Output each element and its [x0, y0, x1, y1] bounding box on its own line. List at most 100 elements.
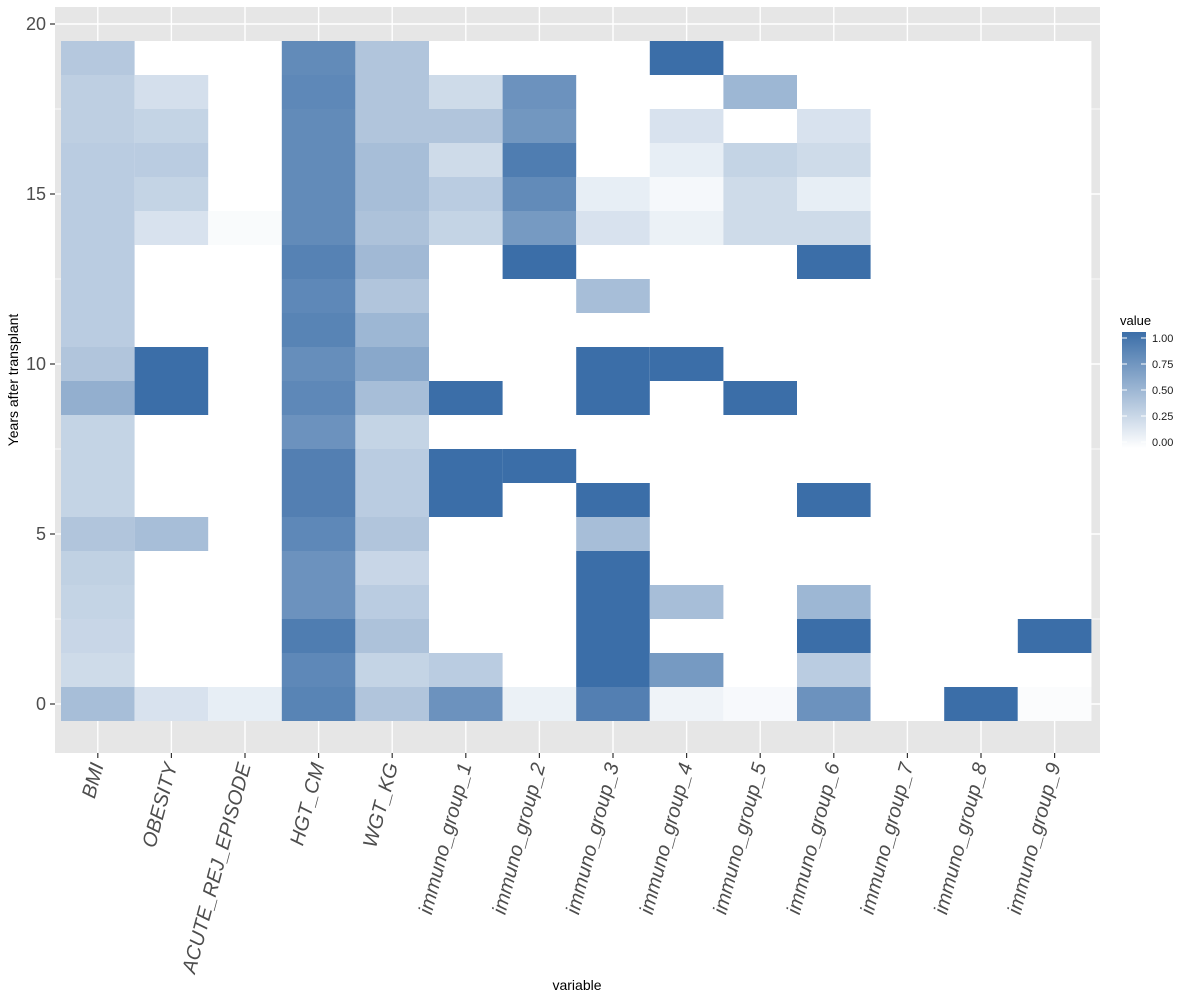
heatmap-cell: BMI, 0: 0.45	[61, 687, 135, 721]
heatmap-cell: immuno_group_2, 0: 0.1	[502, 687, 577, 721]
heatmap-cell: WGT_KG, 7: 0.35	[355, 449, 429, 483]
y-tick-label: 10	[26, 354, 46, 374]
heatmap-cell: HGT_CM, 15: 0.8	[281, 177, 356, 211]
heatmap-cell: HGT_CM, 13: 0.86	[281, 245, 356, 279]
heatmap-cell: BMI, 14: 0.35	[61, 211, 135, 245]
heatmap-cell: immuno_group_1, 0: 0.75	[429, 687, 503, 721]
y-tick-label: 20	[26, 14, 46, 34]
heatmap-cell: WGT_KG, 4: 0.28	[355, 551, 429, 585]
heatmap-cell: HGT_CM, 16: 0.8	[281, 143, 356, 177]
heatmap-cell: immuno_group_1, 1: 0.35	[429, 653, 503, 687]
heatmap-cell: HGT_CM, 9: 0.82	[281, 381, 356, 415]
heatmap-cell: BMI, 10: 0.4	[61, 347, 135, 381]
heatmap-cell: immuno_group_9, 2: 1	[1017, 619, 1092, 653]
heatmap-cell: immuno_group_3, 2: 1	[576, 619, 650, 653]
heatmap-cell: HGT_CM, 10: 0.78	[281, 347, 356, 381]
y-tick-label: 15	[26, 184, 46, 204]
x-tick-label: immuno_group_3	[562, 761, 624, 917]
heatmap-cell: OBESITY, 14: 0.2	[134, 211, 209, 245]
heatmap-cell: immuno_group_3, 15: 0.12	[576, 177, 650, 211]
heatmap-cell: immuno_group_5, 15: 0.25	[723, 177, 797, 211]
heatmap-cell: immuno_group_1, 18: 0.25	[429, 75, 503, 109]
heatmap-cell: immuno_group_5, 18: 0.5	[723, 75, 797, 109]
legend-tick-label: 0.75	[1152, 359, 1173, 371]
heatmap-cell: BMI, 8: 0.3	[61, 415, 135, 449]
heatmap-cell: BMI, 16: 0.35	[61, 143, 135, 177]
heatmap-cell: BMI, 1: 0.25	[61, 653, 135, 687]
heatmap-cell: WGT_KG, 10: 0.6	[355, 347, 429, 381]
heatmap-cell: immuno_group_1, 17: 0.4	[429, 109, 503, 143]
heatmap-cell: HGT_CM, 5: 0.82	[281, 517, 356, 551]
heatmap-cell: WGT_KG, 5: 0.4	[355, 517, 429, 551]
heatmap-cell: immuno_group_6, 13: 1	[797, 245, 871, 279]
x-tick-label: immuno_group_5	[709, 760, 771, 917]
heatmap-cell: WGT_KG, 11: 0.5	[355, 313, 429, 347]
heatmap-cell: immuno_group_6, 15: 0.12	[797, 177, 871, 211]
heatmap-cell: immuno_group_3, 14: 0.2	[576, 211, 650, 245]
heatmap-cell: immuno_group_6, 17: 0.2	[797, 109, 871, 143]
heatmap-cell: immuno_group_4, 3: 0.45	[649, 585, 724, 619]
heatmap-cell: immuno_group_2, 7: 1	[502, 449, 577, 483]
heatmap-cell: immuno_group_3, 5: 0.45	[576, 517, 650, 551]
heatmap-cell: WGT_KG, 3: 0.35	[355, 585, 429, 619]
heatmap-cell: immuno_group_4, 19: 1	[649, 41, 724, 75]
heatmap-cell: immuno_group_2, 15: 0.8	[502, 177, 577, 211]
x-tick-label: immuno_group_9	[1004, 761, 1066, 917]
heatmap-cell: immuno_group_4, 10: 1	[649, 347, 724, 381]
heatmap-cell: WGT_KG, 8: 0.3	[355, 415, 429, 449]
y-tick-label: 5	[36, 524, 46, 544]
heatmap-cell: OBESITY, 5: 0.45	[134, 517, 209, 551]
heatmap-cell: immuno_group_7, 0: 0	[870, 687, 945, 721]
x-tick-label: immuno_group_7	[857, 760, 919, 917]
heatmap-cell: HGT_CM, 14: 0.8	[281, 211, 356, 245]
heatmap-cell: BMI, 17: 0.33	[61, 109, 135, 143]
x-tick-label: immuno_group_8	[930, 761, 992, 917]
legend-tick-label: 0.25	[1152, 411, 1173, 423]
heatmap-cell: OBESITY, 9: 1	[134, 381, 209, 415]
heatmap-cell: immuno_group_3, 10: 1	[576, 347, 650, 381]
heatmap-cell: immuno_group_2, 18: 0.75	[502, 75, 577, 109]
heatmap-cell: OBESITY, 16: 0.35	[134, 143, 209, 177]
heatmap-cell: HGT_CM, 18: 0.82	[281, 75, 356, 109]
x-tick-label: immuno_group_4	[636, 761, 698, 917]
heatmap-cell: immuno_group_3, 4: 1	[576, 551, 650, 585]
heatmap-cell: WGT_KG, 15: 0.45	[355, 177, 429, 211]
heatmap-cell: immuno_group_1, 6: 1	[429, 483, 503, 517]
heatmap-cell: BMI, 19: 0.38	[61, 41, 135, 75]
x-tick-label: immuno_group_1	[415, 761, 477, 917]
heatmap-cell: HGT_CM, 3: 0.75	[281, 585, 356, 619]
heatmap-cell: WGT_KG, 19: 0.4	[355, 41, 429, 75]
heatmap-cell: BMI, 2: 0.28	[61, 619, 135, 653]
heatmap-cell: HGT_CM, 4: 0.75	[281, 551, 356, 585]
heatmap-cell: HGT_CM, 12: 0.82	[281, 279, 356, 313]
heatmap-cell: OBESITY, 10: 1	[134, 347, 209, 381]
heatmap-cell: HGT_CM, 19: 0.8	[281, 41, 356, 75]
heatmap-cell: OBESITY, 18: 0.22	[134, 75, 209, 109]
heatmap-cell: OBESITY, 0: 0.2	[134, 687, 209, 721]
heatmap-cell: immuno_group_6, 2: 1	[797, 619, 871, 653]
heatmap-cell: HGT_CM, 8: 0.75	[281, 415, 356, 449]
heatmap-cell: immuno_group_3, 6: 1	[576, 483, 650, 517]
heatmap-cell: immuno_group_4, 1: 0.7	[649, 653, 724, 687]
x-tick-label: BMI	[78, 760, 109, 800]
heatmap-cell: WGT_KG, 0: 0.4	[355, 687, 429, 721]
y-axis-title: Years after transplant	[5, 314, 21, 447]
heatmap-cell: WGT_KG, 16: 0.45	[355, 143, 429, 177]
heatmap-cell: BMI, 15: 0.35	[61, 177, 135, 211]
heatmap-cell: BMI, 12: 0.35	[61, 279, 135, 313]
x-tick-label: immuno_group_2	[489, 761, 551, 917]
x-tick-label: ACUTE_REJ_EPISODE	[178, 760, 256, 977]
x-tick-label: WGT_KG	[359, 761, 403, 850]
heatmap-cell: OBESITY, 17: 0.3	[134, 109, 209, 143]
heatmap-cell: immuno_group_3, 1: 1	[576, 653, 650, 687]
heatmap-cell: immuno_group_5, 14: 0.25	[723, 211, 797, 245]
heatmap-cell: BMI, 9: 0.55	[61, 381, 135, 415]
heatmap-cell: immuno_group_3, 0: 0.88	[576, 687, 650, 721]
heatmap-cell: immuno_group_3, 12: 0.45	[576, 279, 650, 313]
heatmap-cell: immuno_group_9, 0: 0.02	[1017, 687, 1092, 721]
heatmap-cell: immuno_group_6, 0: 0.75	[797, 687, 871, 721]
heatmap-cell: HGT_CM, 17: 0.8	[281, 109, 356, 143]
legend-title: value	[1120, 313, 1151, 328]
heatmap-cell: HGT_CM, 7: 0.88	[281, 449, 356, 483]
